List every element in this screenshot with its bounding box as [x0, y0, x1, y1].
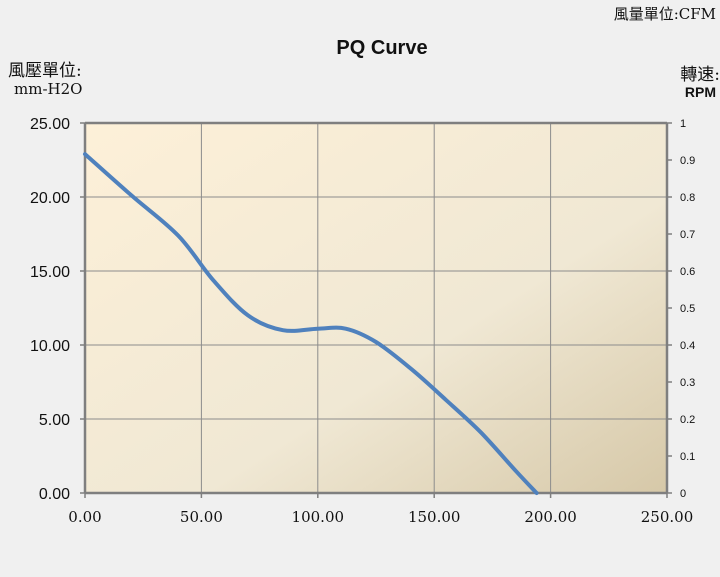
- x-tick-label: 250.00: [641, 508, 694, 526]
- x-tick-label: 0.00: [68, 508, 101, 526]
- y-left-tick-label: 25.00: [30, 116, 70, 133]
- y-right-tick-label: 0.7: [680, 229, 695, 241]
- pressure-unit-label: 風壓單位:: [8, 61, 82, 81]
- x-tick-label: 200.00: [524, 508, 577, 526]
- pressure-unit-value: mm-H2O: [14, 80, 83, 98]
- y-left-tick-label: 20.00: [30, 190, 70, 207]
- chart-title: PQ Curve: [336, 37, 427, 59]
- y-left-tick-label: 5.00: [39, 412, 70, 429]
- y-right-tick-label: 0.6: [680, 266, 695, 278]
- y-right-tick-label: 0.4: [680, 340, 695, 352]
- y-right-tick-label: 0.8: [680, 192, 695, 204]
- y-right-tick-label: 1: [680, 118, 686, 130]
- y-left-tick-label: 10.00: [30, 338, 70, 355]
- flow-unit-label: 風量單位:CFM: [613, 5, 716, 23]
- y-right-tick-label: 0.9: [680, 155, 695, 167]
- y-right-tick-label: 0.2: [680, 414, 695, 426]
- y-right-tick-label: 0.1: [680, 451, 695, 463]
- x-tick-label: 50.00: [180, 508, 223, 526]
- y-left-tick-label: 0.00: [39, 486, 70, 503]
- plot-area: [85, 123, 667, 493]
- pq-curve-line: [83, 152, 539, 495]
- speed-unit-value: RPM: [684, 84, 716, 100]
- y-right-tick-label: 0: [680, 488, 686, 500]
- x-tick-label: 150.00: [408, 508, 461, 526]
- speed-unit-label: 轉速:: [680, 65, 720, 85]
- y-left-tick-label: 15.00: [30, 264, 70, 281]
- y-right-tick-label: 0.5: [680, 303, 695, 315]
- x-tick-label: 100.00: [292, 508, 345, 526]
- y-right-tick-label: 0.3: [680, 377, 695, 389]
